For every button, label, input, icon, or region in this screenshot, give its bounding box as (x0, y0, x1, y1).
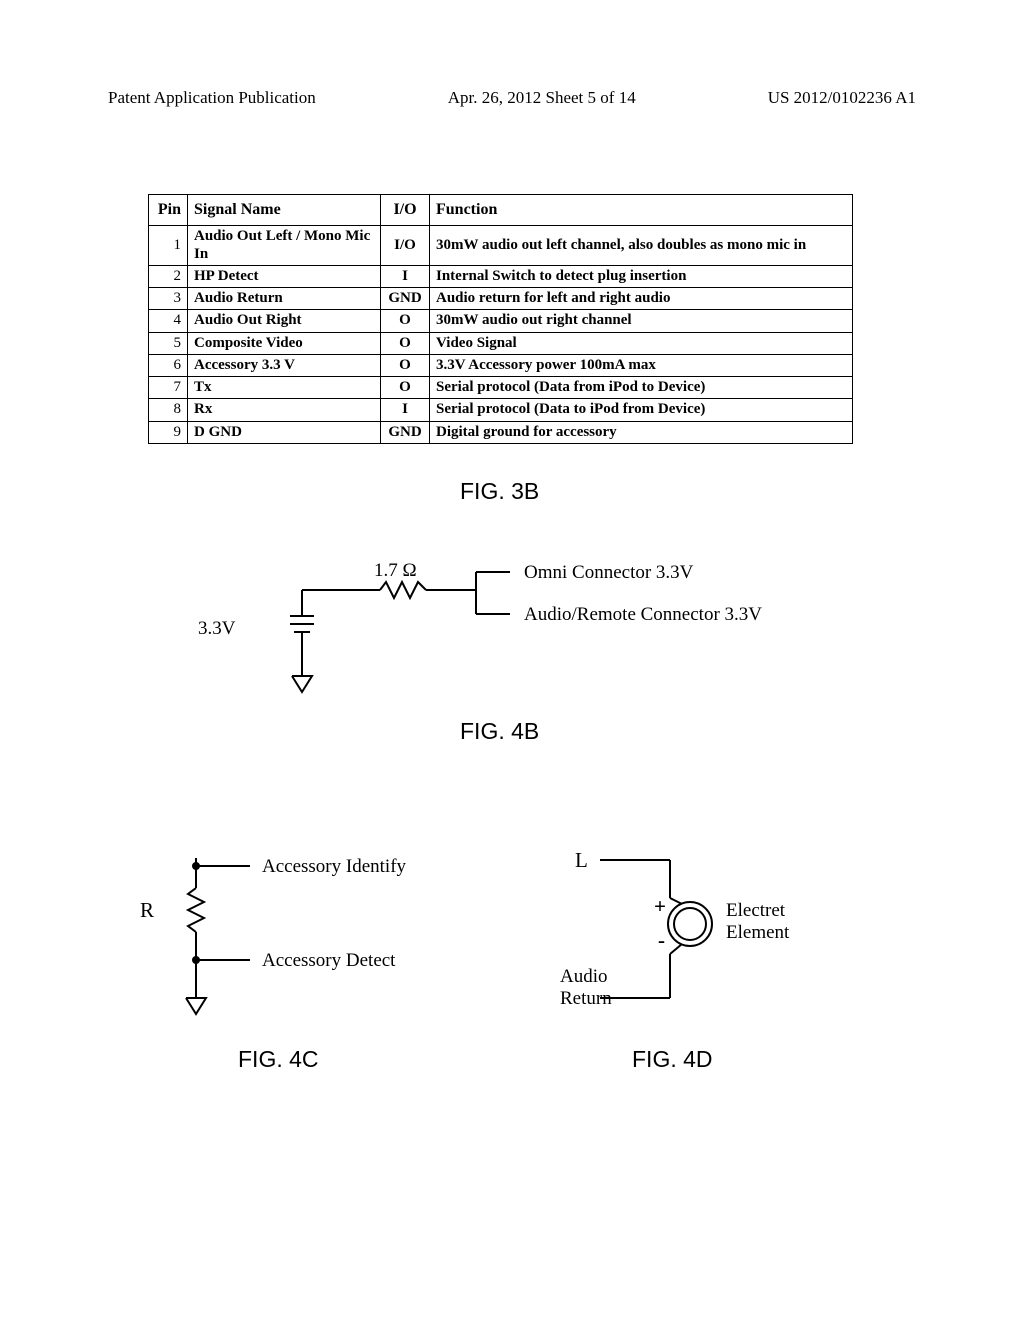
table-cell: 5 (149, 332, 188, 354)
fig4d-minus-label: - (658, 928, 665, 953)
table-cell: Serial protocol (Data from iPod to Devic… (430, 377, 853, 399)
table-row: 2HP DetectIInternal Switch to detect plu… (149, 265, 853, 287)
fig4b-out2-label: Audio/Remote Connector 3.3V (524, 604, 762, 626)
table-cell: O (381, 354, 430, 376)
table-cell: Audio Out Left / Mono Mic In (188, 226, 381, 266)
table-cell: Accessory 3.3 V (188, 354, 381, 376)
header-right: US 2012/0102236 A1 (768, 88, 916, 108)
table-cell: I (381, 265, 430, 287)
table-cell: D GND (188, 421, 381, 443)
table-cell: Digital ground for accessory (430, 421, 853, 443)
table-row: 6Accessory 3.3 VO3.3V Accessory power 10… (149, 354, 853, 376)
table-cell: Audio Out Right (188, 310, 381, 332)
fig4c-detect-label: Accessory Detect (262, 950, 395, 972)
table-cell: Audio Return (188, 288, 381, 310)
table-cell: 6 (149, 354, 188, 376)
fig-4b-diagram (240, 566, 520, 706)
table-cell: 4 (149, 310, 188, 332)
fig4b-out1-label: Omni Connector 3.3V (524, 562, 693, 584)
fig4d-ret2-label: Return (560, 988, 612, 1010)
page-header: Patent Application Publication Apr. 26, … (108, 88, 916, 108)
fig4d-elem1-label: Electret (726, 900, 785, 922)
header-left: Patent Application Publication (108, 88, 316, 108)
fig4d-l-label: L (575, 848, 588, 873)
figure-label-3b: FIG. 3B (460, 478, 539, 505)
fig4b-resistor-label: 1.7 Ω (374, 560, 417, 582)
table-cell: O (381, 332, 430, 354)
fig4b-source-label: 3.3V (198, 618, 235, 640)
figure-label-4d: FIG. 4D (632, 1046, 713, 1073)
table-row: 5Composite VideoOVideo Signal (149, 332, 853, 354)
table-cell: 30mW audio out right channel (430, 310, 853, 332)
header-mid: Apr. 26, 2012 Sheet 5 of 14 (448, 88, 636, 108)
col-header-func: Function (430, 195, 853, 226)
col-header-signal: Signal Name (188, 195, 381, 226)
table-cell: GND (381, 421, 430, 443)
table-row: 3Audio ReturnGNDAudio return for left an… (149, 288, 853, 310)
fig4d-ret1-label: Audio (560, 966, 608, 988)
table-row: 9D GNDGNDDigital ground for accessory (149, 421, 853, 443)
fig4d-plus-label: + (654, 894, 666, 919)
table-cell: 1 (149, 226, 188, 266)
table-cell: Composite Video (188, 332, 381, 354)
table-cell: GND (381, 288, 430, 310)
figure-label-4b: FIG. 4B (460, 718, 539, 745)
table-cell: 2 (149, 265, 188, 287)
table-cell: Rx (188, 399, 381, 421)
table-row: 1Audio Out Left / Mono Mic InI/O30mW aud… (149, 226, 853, 266)
table-cell: Tx (188, 377, 381, 399)
pin-table: Pin Signal Name I/O Function 1Audio Out … (148, 194, 853, 444)
table-cell: 3 (149, 288, 188, 310)
table-cell: 30mW audio out left channel, also double… (430, 226, 853, 266)
table-cell: Serial protocol (Data to iPod from Devic… (430, 399, 853, 421)
fig4c-r-label: R (140, 898, 154, 923)
table-cell: O (381, 377, 430, 399)
table-row: 7TxOSerial protocol (Data from iPod to D… (149, 377, 853, 399)
table-cell: 9 (149, 421, 188, 443)
table-row: 4Audio Out RightO30mW audio out right ch… (149, 310, 853, 332)
table-cell: Video Signal (430, 332, 853, 354)
table-header-row: Pin Signal Name I/O Function (149, 195, 853, 226)
fig4d-elem2-label: Element (726, 922, 789, 944)
figure-label-4c: FIG. 4C (238, 1046, 319, 1073)
table-cell: Audio return for left and right audio (430, 288, 853, 310)
table-cell: O (381, 310, 430, 332)
col-header-io: I/O (381, 195, 430, 226)
col-header-pin: Pin (149, 195, 188, 226)
table-cell: HP Detect (188, 265, 381, 287)
table-row: 8RxISerial protocol (Data to iPod from D… (149, 399, 853, 421)
table-cell: 8 (149, 399, 188, 421)
table-cell: I/O (381, 226, 430, 266)
table-cell: 7 (149, 377, 188, 399)
fig4c-identify-label: Accessory Identify (262, 856, 406, 878)
table-cell: 3.3V Accessory power 100mA max (430, 354, 853, 376)
table-cell: I (381, 399, 430, 421)
table-cell: Internal Switch to detect plug insertion (430, 265, 853, 287)
